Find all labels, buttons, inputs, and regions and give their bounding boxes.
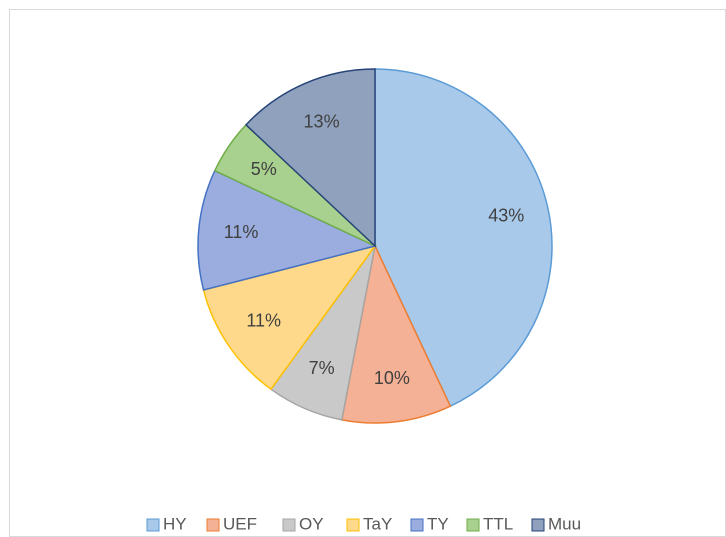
- pie-slice: [202, 244, 377, 391]
- legend-label: TTL: [483, 514, 513, 533]
- data-label: 13%: [304, 111, 340, 131]
- legend-label: HY: [163, 514, 187, 533]
- pie-slice: [244, 68, 376, 248]
- pie-slice: [197, 169, 378, 291]
- legend-label: OY: [299, 514, 324, 533]
- data-label: 11%: [246, 310, 281, 330]
- data-label: 11%: [224, 222, 259, 242]
- legend-swatch: [206, 518, 220, 532]
- legend-label: TaY: [363, 514, 392, 533]
- legend-swatch: [466, 518, 480, 532]
- legend-swatch: [146, 518, 160, 532]
- data-label: 10%: [374, 368, 410, 388]
- legend-label: Muu: [548, 514, 581, 533]
- legend-label: UEF: [223, 514, 257, 533]
- legend-swatch: [410, 518, 424, 532]
- legend-swatch: [282, 518, 296, 532]
- pie-slice: [374, 68, 553, 408]
- legend-swatch: [531, 518, 545, 532]
- data-label: 5%: [251, 159, 277, 179]
- legend-label: TY: [427, 514, 449, 533]
- data-label: 7%: [309, 358, 335, 378]
- legend-swatch: [346, 518, 360, 532]
- pie-slice: [340, 243, 452, 424]
- data-label: 43%: [488, 205, 524, 225]
